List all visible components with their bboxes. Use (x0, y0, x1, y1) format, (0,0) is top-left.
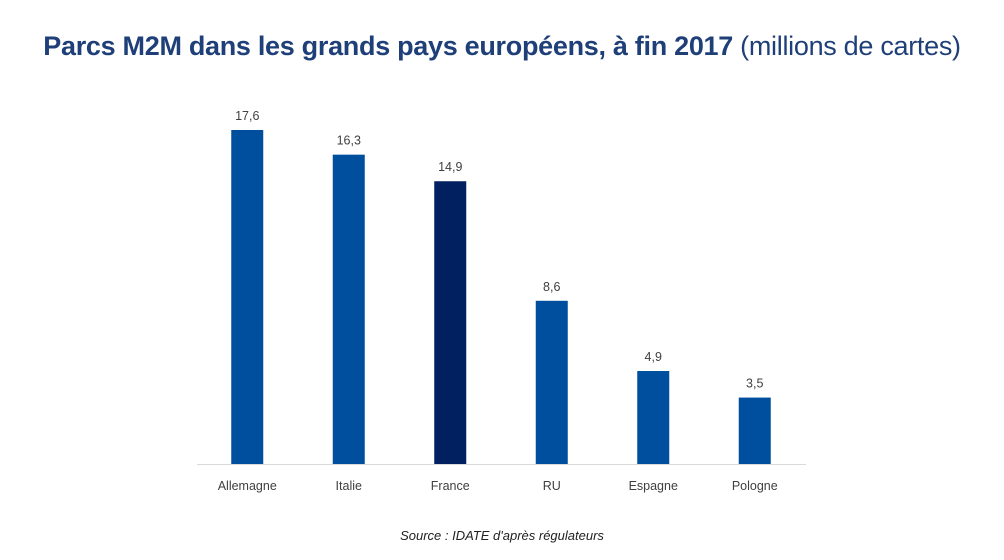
bar-pologne (738, 397, 771, 464)
bar-espagne (637, 371, 670, 464)
x-tick-label: RU (543, 479, 561, 493)
data-label: 14,9 (438, 160, 462, 174)
x-tick-label: Pologne (732, 479, 778, 493)
title-unit: (millions de cartes) (740, 31, 961, 61)
bar-france (434, 181, 467, 464)
bar-allemagne (231, 130, 264, 464)
x-tick-label: France (431, 479, 470, 493)
x-tick-label: Italie (336, 479, 362, 493)
data-label: 16,3 (337, 134, 361, 148)
data-label: 3,5 (746, 377, 763, 391)
x-tick-label: Espagne (629, 479, 678, 493)
x-tick-label: Allemagne (218, 479, 277, 493)
bar-italie (332, 154, 365, 464)
chart-title: Parcs M2M dans les grands pays européens… (0, 31, 1004, 62)
data-label: 17,6 (235, 109, 259, 123)
data-label: 4,9 (645, 350, 662, 364)
data-label: 8,6 (543, 280, 560, 294)
bar-ru (535, 300, 568, 464)
source-note: Source : IDATE d'après régulateurs (400, 528, 604, 543)
title-main: Parcs M2M dans les grands pays européens… (43, 31, 733, 61)
